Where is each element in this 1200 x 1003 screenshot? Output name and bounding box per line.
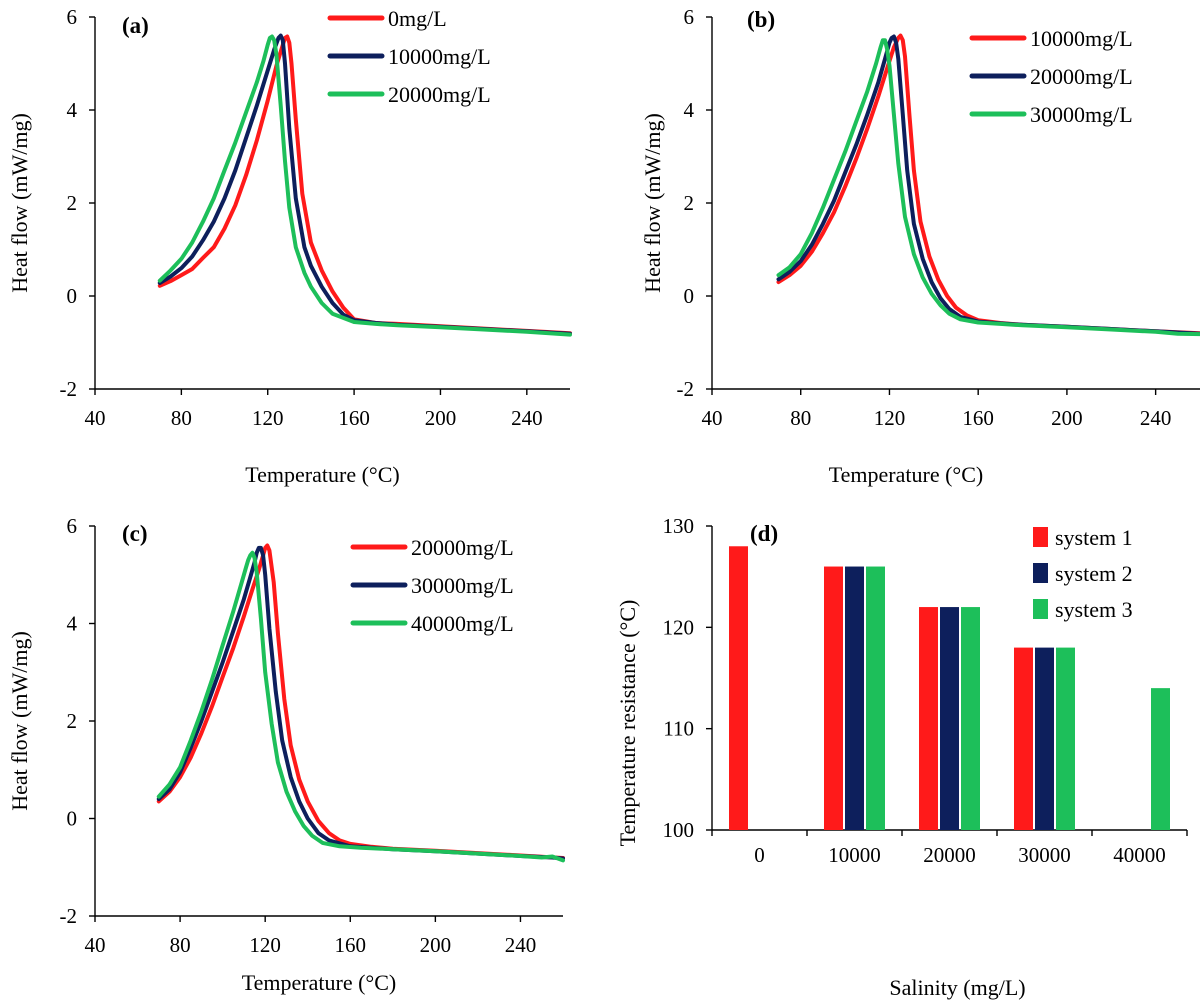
y-tick-label: -2 (60, 377, 78, 401)
legend-label: 40000mg/L (411, 611, 514, 636)
bar (845, 566, 864, 830)
series-line (157, 34, 572, 337)
x-tick-label: 40 (85, 933, 106, 957)
x-tick-label: 0 (754, 843, 765, 867)
x-tick-label: 10000 (828, 843, 881, 867)
legend-label: 20000mg/L (411, 535, 514, 560)
y-tick-label: 4 (67, 612, 78, 636)
panel-a: -2 0 2 4 6 40 80 120 160 200 240 Temperature (°C) He… (7, 5, 572, 487)
x-tick-label: 160 (335, 933, 367, 957)
y-axis-title: Heat flow (mW/mg) (7, 631, 32, 811)
y-axis-title: Heat flow (mW/mg) (7, 113, 32, 293)
y-tick-label: 6 (684, 5, 695, 29)
y-tick-label: 4 (67, 98, 78, 122)
legend-label: system 2 (1055, 561, 1133, 586)
legend-label: 20000mg/L (388, 82, 491, 107)
x-tick-label: 160 (338, 406, 370, 430)
series-line (776, 38, 1200, 337)
x-tick-label: 40 (85, 406, 106, 430)
x-tick-label: 240 (1140, 406, 1172, 430)
x-tick-label: 120 (874, 406, 906, 430)
x-tick-label: 80 (790, 406, 811, 430)
bar (1056, 647, 1075, 830)
y-axis-title: Heat flow (mW/mg) (640, 113, 665, 293)
y-tick-label: 0 (67, 807, 78, 831)
panel-label: (c) (122, 521, 148, 546)
legend-label: 20000mg/L (1030, 64, 1133, 89)
panel-c: -2 0 2 4 6 40 80 120 160 200 240 Temperature (°C) He… (7, 514, 565, 995)
bar (1151, 688, 1170, 830)
legend-label: 10000mg/L (1030, 26, 1133, 51)
legend-label: 10000mg/L (388, 44, 491, 69)
y-tick-label: 2 (684, 191, 695, 215)
y-tick-label: -2 (677, 377, 695, 401)
legend-label: system 1 (1055, 525, 1133, 550)
x-axis-title: Temperature (°C) (829, 462, 983, 487)
x-axis-title: Temperature (°C) (245, 462, 399, 487)
bar (824, 566, 843, 830)
bar (1014, 647, 1033, 830)
bar (1035, 647, 1054, 830)
y-tick-label: 130 (663, 514, 695, 538)
legend-label: 0mg/L (388, 6, 447, 31)
legend-swatch (1033, 527, 1048, 547)
bar (919, 607, 938, 830)
y-tick-label: -2 (60, 904, 78, 928)
x-axis-title: Salinity (mg/L) (889, 975, 1025, 1000)
panel-label: (b) (747, 7, 775, 32)
series-line (156, 550, 565, 863)
legend-label: system 3 (1055, 597, 1133, 622)
bar (866, 566, 885, 830)
x-tick-label: 30000 (1018, 843, 1071, 867)
y-tick-label: 4 (684, 98, 695, 122)
x-tick-label: 200 (1051, 406, 1083, 430)
y-tick-label: 2 (67, 191, 78, 215)
x-tick-label: 240 (511, 406, 543, 430)
legend-swatch (1033, 563, 1048, 583)
legend-swatch (1033, 599, 1048, 619)
y-tick-label: 100 (663, 818, 695, 842)
x-tick-label: 240 (505, 933, 537, 957)
y-tick-label: 120 (663, 615, 695, 639)
x-axis-title: Temperature (°C) (242, 970, 396, 995)
x-tick-label: 200 (425, 406, 457, 430)
x-tick-label: 200 (420, 933, 452, 957)
bar (961, 607, 980, 830)
legend-label: 30000mg/L (411, 573, 514, 598)
panel-label: (d) (750, 521, 778, 546)
panel-label: (a) (122, 13, 149, 38)
y-tick-label: 6 (67, 5, 78, 29)
y-tick-label: 0 (67, 284, 78, 308)
x-tick-label: 40000 (1113, 843, 1166, 867)
panel-d: 100 110 120 130 0 10000 20000 30000 40000 Salinit… (615, 514, 1188, 1000)
y-tick-label: 2 (67, 709, 78, 733)
y-tick-label: 6 (67, 514, 78, 538)
x-tick-label: 80 (171, 406, 192, 430)
x-tick-label: 160 (962, 406, 994, 430)
x-tick-label: 20000 (923, 843, 976, 867)
bar (729, 546, 748, 830)
x-tick-label: 40 (702, 406, 723, 430)
x-tick-label: 120 (252, 406, 284, 430)
legend-label: 30000mg/L (1030, 102, 1133, 127)
bar (940, 607, 959, 830)
y-tick-label: 0 (684, 284, 695, 308)
panel-b: -2 0 2 4 6 40 80 120 160 200 240 Temperature (°C) He… (640, 5, 1200, 487)
y-axis-title: Temperature resistance (°C) (615, 600, 640, 847)
x-tick-label: 120 (249, 933, 281, 957)
x-tick-label: 80 (170, 933, 191, 957)
y-tick-label: 110 (663, 717, 694, 741)
